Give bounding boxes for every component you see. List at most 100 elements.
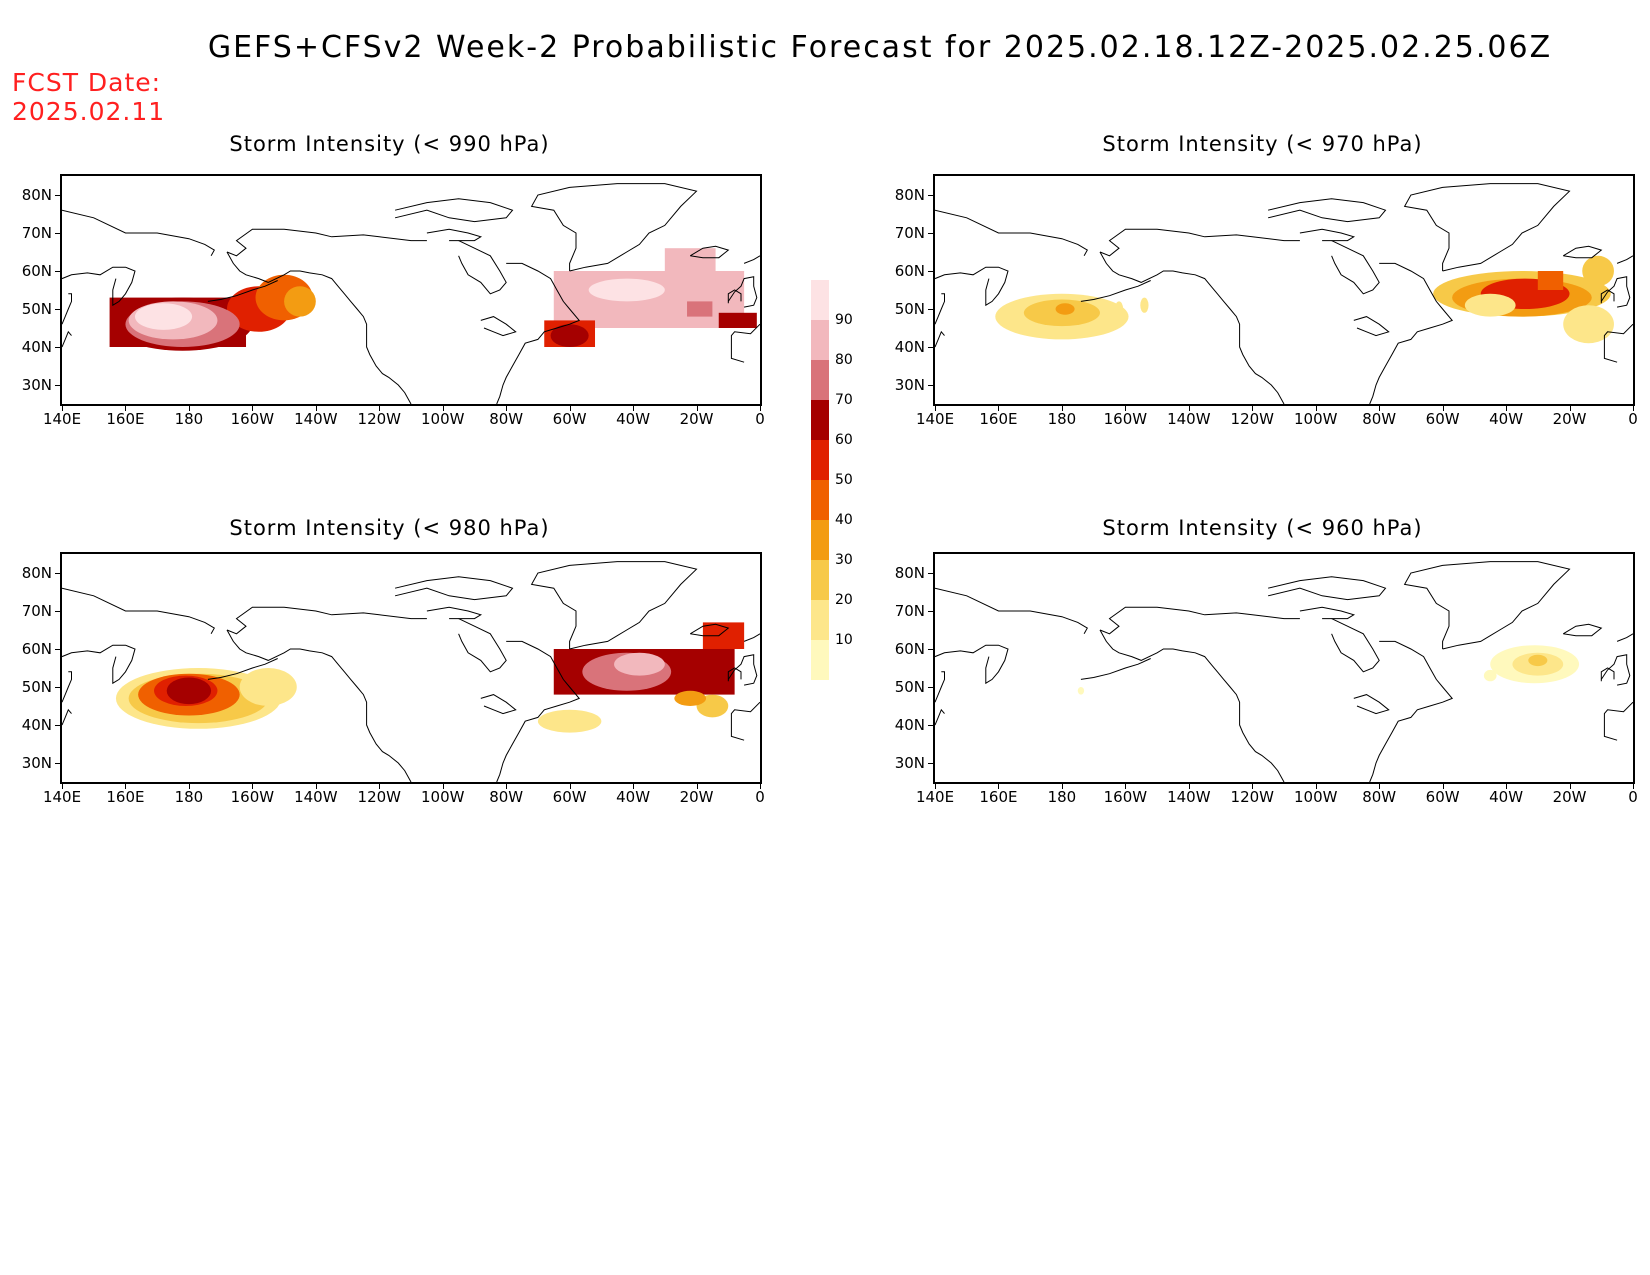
lon-label: 120W: [357, 410, 401, 428]
coastline: [689, 623, 730, 637]
lon-tick: [62, 406, 63, 411]
coastline: [226, 629, 412, 782]
lon-label: 80W: [489, 410, 524, 428]
coastline: [394, 198, 514, 223]
lat-label: 80N: [21, 564, 52, 582]
probability-shading: [134, 303, 193, 330]
lon-label: 0: [755, 410, 765, 428]
lon-tick: [1252, 406, 1254, 411]
colorbar-swatch: [811, 320, 829, 360]
coastline: [480, 694, 517, 715]
lat-label: 40N: [21, 338, 52, 356]
lon-tick: [1125, 784, 1127, 789]
lon-label: 100W: [1293, 788, 1338, 806]
coastline: [730, 701, 760, 741]
lat-tick: [928, 195, 933, 196]
lon-tick: [998, 406, 1000, 411]
lat-tick: [55, 687, 60, 688]
lon-label: 140W: [294, 788, 338, 806]
coastline: [1600, 289, 1615, 304]
lon-tick: [1315, 784, 1317, 789]
coastline: [207, 658, 278, 680]
lon-label: 40W: [616, 410, 651, 428]
lon-tick: [760, 784, 761, 789]
lon-tick: [315, 784, 317, 789]
lon-tick: [696, 406, 698, 411]
lat-label: 70N: [894, 602, 925, 620]
lat-label: 60N: [21, 262, 52, 280]
lon-label: 20W: [1552, 410, 1587, 428]
coastline: [1403, 561, 1571, 650]
probability-shading: [284, 286, 316, 317]
map-panel-960: [933, 552, 1635, 784]
probability-shading: [1140, 297, 1149, 313]
colorbar-label: 20: [835, 592, 853, 608]
probability-shading: [1464, 293, 1516, 317]
lon-tick: [1569, 406, 1571, 411]
lat-label: 70N: [21, 602, 52, 620]
lat-tick: [928, 611, 933, 612]
coastline: [935, 587, 1088, 635]
lon-label: 120W: [1230, 410, 1274, 428]
coastline: [226, 606, 427, 635]
coastline: [1600, 654, 1631, 686]
panel-title-980: Storm Intensity (< 980 hPa): [229, 516, 550, 540]
coastline: [1099, 606, 1300, 635]
lon-tick: [1188, 784, 1190, 789]
lat-label: 80N: [21, 186, 52, 204]
coastline: [935, 209, 1088, 257]
lon-tick: [1379, 406, 1381, 411]
coastline: [480, 316, 517, 337]
lon-tick: [1633, 406, 1634, 411]
lon-tick: [633, 406, 635, 411]
coastline: [458, 618, 507, 673]
lon-label: 0: [1628, 410, 1638, 428]
map-panel-990: [60, 174, 762, 406]
lat-label: 40N: [894, 338, 925, 356]
lat-label: 80N: [894, 564, 925, 582]
coastline: [1353, 316, 1390, 337]
lat-label: 50N: [21, 678, 52, 696]
lon-label: 180: [1047, 788, 1077, 806]
lon-tick: [569, 784, 571, 789]
lon-label: 180: [174, 788, 204, 806]
probability-shading: [550, 324, 589, 347]
lat-tick: [55, 309, 60, 310]
colorbar-swatch: [811, 520, 829, 560]
coastline: [1616, 633, 1633, 642]
lat-label: 50N: [21, 300, 52, 318]
lat-label: 50N: [894, 678, 925, 696]
lon-tick: [935, 784, 936, 789]
lat-label: 70N: [21, 224, 52, 242]
probability-shading: [1077, 687, 1085, 695]
probability-shading: [1528, 654, 1548, 667]
lon-tick: [442, 406, 444, 411]
lon-tick: [1252, 784, 1254, 789]
fcst-date: FCST Date: 2025.02.11: [12, 68, 165, 126]
lon-tick: [252, 406, 254, 411]
panel-title-970: Storm Intensity (< 970 hPa): [1102, 132, 1423, 156]
lat-label: 30N: [894, 754, 925, 772]
lon-tick: [1506, 784, 1508, 789]
lat-tick: [928, 233, 933, 234]
coastline: [1080, 280, 1151, 302]
coastline: [935, 671, 945, 703]
lat-tick: [928, 385, 933, 386]
lat-tick: [928, 763, 933, 764]
probability-shading: [1563, 305, 1614, 344]
lon-tick: [569, 406, 571, 411]
lon-label: 60W: [552, 410, 587, 428]
lon-tick: [379, 406, 381, 411]
coastline: [1331, 240, 1380, 295]
lon-label: 160W: [1103, 788, 1148, 806]
coastline: [1600, 667, 1615, 682]
coastline: [62, 708, 72, 726]
colorbar-label: 60: [835, 432, 853, 448]
probability-cell: [1537, 271, 1564, 290]
lon-label: 140E: [915, 410, 955, 428]
lon-tick: [252, 784, 254, 789]
probability-shading: [588, 278, 665, 302]
lon-tick: [760, 406, 761, 411]
lon-label: 60W: [1425, 788, 1460, 806]
lon-tick: [315, 406, 317, 411]
